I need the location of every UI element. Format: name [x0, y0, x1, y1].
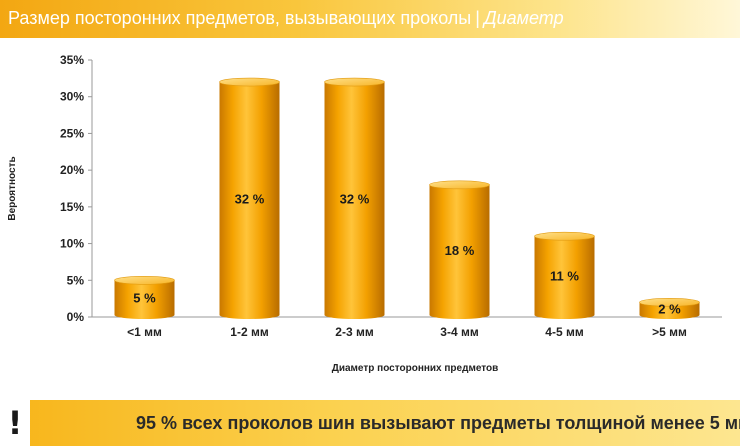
data-label: 32 %: [340, 192, 370, 207]
x-tick-label: <1 мм: [127, 325, 162, 339]
data-label: 2 %: [658, 302, 681, 317]
slide-title: Размер посторонних предметов, вызывающих…: [8, 8, 564, 29]
y-tick-label: 5%: [67, 273, 85, 287]
data-label: 11 %: [550, 269, 579, 284]
bar-chart: 0% 5% 10% 15% 20% 25% 30% 35% Вероятность Диаметр…: [7, 53, 722, 374]
bar: [429, 180, 490, 319]
bar-top: [219, 77, 280, 87]
title-bar: [0, 0, 740, 38]
bar-top: [114, 275, 175, 285]
y-tick-label: 25%: [60, 126, 84, 140]
exclamation-icon: !: [0, 400, 30, 446]
data-label: 32 %: [235, 192, 265, 207]
y-tick-label: 35%: [60, 53, 84, 67]
x-tick-label: >5 мм: [652, 325, 687, 339]
y-tick-label: 0%: [67, 310, 85, 324]
bar-body: [219, 82, 280, 320]
x-tick-label: 2-3 мм: [335, 325, 374, 339]
data-label: 18 %: [445, 243, 475, 258]
y-tick-label: 15%: [60, 200, 84, 214]
y-axis-title: Вероятность: [7, 156, 18, 220]
title-sub: Диаметр: [483, 8, 564, 28]
title-separator: |: [475, 8, 480, 28]
bar: [114, 275, 175, 319]
bar-top: [534, 231, 595, 241]
bar-top: [639, 298, 700, 307]
bar-body: [324, 82, 385, 320]
y-tick-label: 30%: [60, 90, 84, 104]
bar: [324, 77, 385, 320]
bar: [219, 77, 280, 320]
bar-body: [639, 302, 700, 319]
data-label: 5 %: [133, 291, 156, 306]
bar-body: [534, 236, 595, 319]
footer-bar: [0, 400, 740, 446]
bar-top: [429, 180, 490, 190]
y-tick-label: 10%: [60, 237, 84, 251]
title-main: Размер посторонних предметов, вызывающих…: [8, 8, 472, 28]
x-tick-label: 3-4 мм: [440, 325, 479, 339]
bar-top: [324, 77, 385, 87]
footer-text: 95 % всех проколов шин вызывают предметы…: [136, 413, 740, 433]
x-tick-label: 4-5 мм: [545, 325, 584, 339]
x-tick-label: 1-2 мм: [230, 325, 269, 339]
bar: [534, 231, 595, 319]
y-tick-label: 20%: [60, 163, 84, 177]
bar-body: [429, 184, 490, 319]
x-axis-title: Диаметр посторонних предметов: [332, 363, 499, 374]
bar-body: [114, 280, 175, 319]
bar: [639, 298, 700, 319]
